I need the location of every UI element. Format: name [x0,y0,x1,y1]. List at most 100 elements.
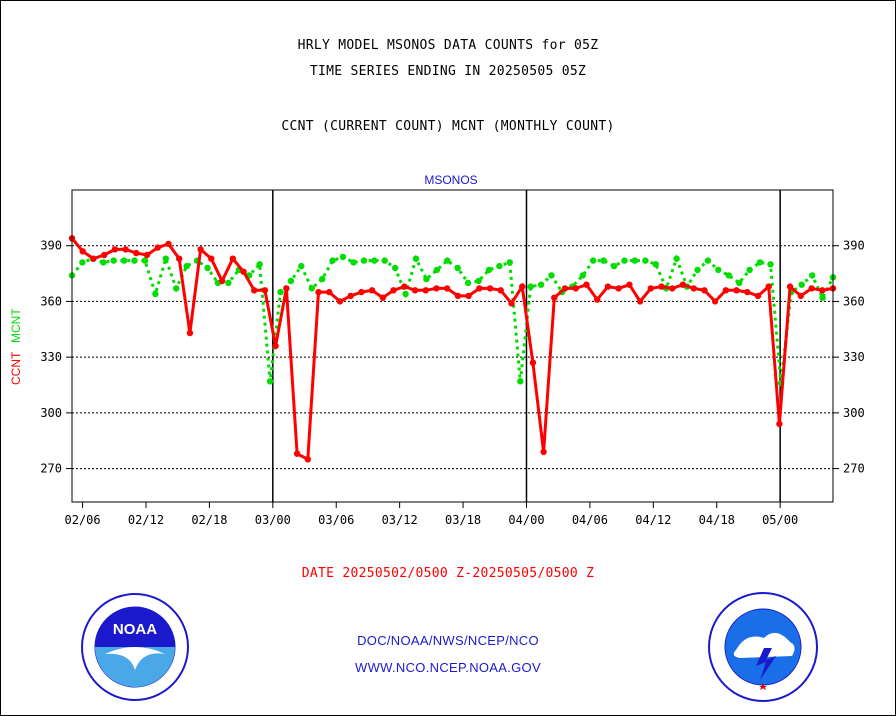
ccnt-point [711,298,719,305]
website-label: WWW.NCO.NCEP.NOAA.GOV [355,660,541,675]
mcnt-point [756,259,764,266]
x-tick-label: 02/06 [65,513,101,527]
mcnt-point [225,279,232,287]
ccnt-point [669,285,676,292]
x-tick-label: 05/00 [762,513,798,527]
mcnt-point [642,257,649,264]
mcnt-point [319,275,326,283]
ccnt-point [508,300,515,307]
y-tick-label-left: 390 [40,239,62,253]
mcnt-point [392,264,399,272]
plot-border [71,189,834,503]
mcnt-point [287,277,295,285]
ccnt-point [454,292,462,300]
mcnt-point [183,262,190,270]
mcnt-point [120,257,128,264]
ccnt-point [647,285,654,292]
noaa-logo-icon: NOAA [81,593,189,701]
ccnt-point [186,329,194,337]
series-mcnt [68,253,837,387]
axis-ticks: 270 270 300 300 330 330 360 360 390 390 02/06 02/12… [40,239,864,527]
mcnt-point [360,257,368,264]
mcnt-point [444,257,451,264]
ccnt-point [465,292,472,300]
mcnt-point [162,255,169,262]
ccnt-point [819,287,826,294]
ccnt-point [572,285,579,292]
ccnt-point [336,298,344,305]
mcnt-point [371,257,378,264]
mcnt-point [402,290,409,298]
mcnt-point [454,264,461,272]
ccnt-point [368,287,376,294]
chart-title-line-1: HRLY MODEL MSONOS DATA COUNTS for 05Z [297,38,599,53]
x-tick-label: 03/06 [318,513,354,527]
mcnt-point [631,257,639,264]
mcnt-point [79,259,86,266]
ccnt-point [583,281,590,288]
ccnt-point [786,283,794,290]
x-tick-label: 02/18 [191,513,227,527]
mcnt-point [694,266,701,274]
mcnt-point [736,279,743,287]
mcnt-point [704,257,712,264]
mcnt-point [621,257,628,264]
ccnt-point [561,285,569,292]
ccnt-point [808,285,815,292]
y-tick-label-left: 360 [40,294,62,308]
y-tick-label-right: 330 [843,350,865,364]
ccnt-point [540,448,547,456]
ccnt-point [90,255,97,262]
x-tick-label: 03/12 [382,513,418,527]
ccnt-point [636,298,644,305]
mcnt-point [277,288,284,296]
mcnt-point [798,281,805,288]
ccnt-point [519,283,526,290]
x-tick-label: 04/12 [635,513,671,527]
mcnt-point [204,264,211,272]
ccnt-point [272,342,279,350]
x-tick-label: 04/18 [699,513,735,527]
mcnt-point [496,262,503,270]
ccnt-point [776,420,783,428]
mcnt-point [350,259,357,266]
mcnt-point [506,259,513,266]
x-tick-label: 04/00 [508,513,544,527]
mcnt-point [173,285,180,292]
ccnt-point [283,285,290,292]
ccnt-point [594,296,601,303]
ccnt-point [326,288,333,296]
ccnt-point [251,287,258,294]
chart-title-line-3: CCNT (CURRENT COUNT) MCNT (MONTHLY COUNT… [281,119,615,134]
mcnt-point [308,285,315,292]
ccnt-point [443,285,451,292]
ccnt-point [229,255,236,262]
x-tick-label: 04/06 [572,513,608,527]
mcnt-point [423,275,430,283]
mcnt-point [517,378,524,385]
y-tick-label-right: 270 [843,462,865,476]
mcnt-point [652,261,659,268]
ccnt-point [79,248,86,255]
ccnt-point [315,288,322,296]
ccnt-point [433,285,440,292]
nws-logo-icon [708,592,818,702]
mcnt-point [329,257,336,264]
ccnt-point [293,450,301,457]
mcnt-point [433,266,441,274]
ccnt-point [604,283,612,290]
ccnt-point [551,294,558,301]
ccnt-point [379,294,386,301]
ccnt-point [358,288,365,296]
noaa-logo-text: NOAA [113,621,157,638]
mcnt-point [131,257,138,264]
mcnt-point [600,257,607,264]
ccnt-point [733,287,740,294]
mcnt-point [464,279,472,287]
ccnt-point [154,244,161,251]
mcnt-point [746,266,753,274]
mcnt-point [152,290,159,298]
ccnt-point [476,285,483,292]
series-ccnt [68,235,837,463]
plot-title: MSONOS [424,173,477,187]
